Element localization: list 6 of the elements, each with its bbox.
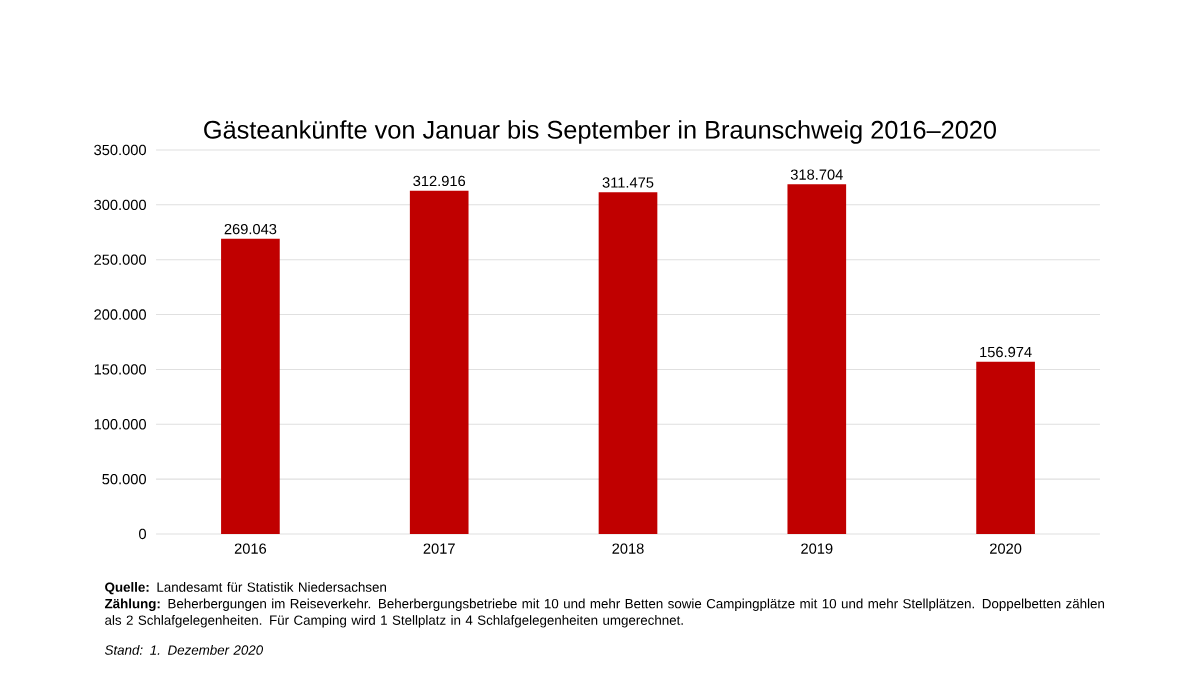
bar	[221, 238, 280, 534]
bar	[976, 361, 1035, 534]
bar	[787, 184, 847, 534]
bar	[409, 190, 469, 534]
bar	[598, 192, 658, 534]
chart-title: Gästeankünfte von Januar bis September in Braunschweig 2016–2020	[204, 120, 996, 144]
